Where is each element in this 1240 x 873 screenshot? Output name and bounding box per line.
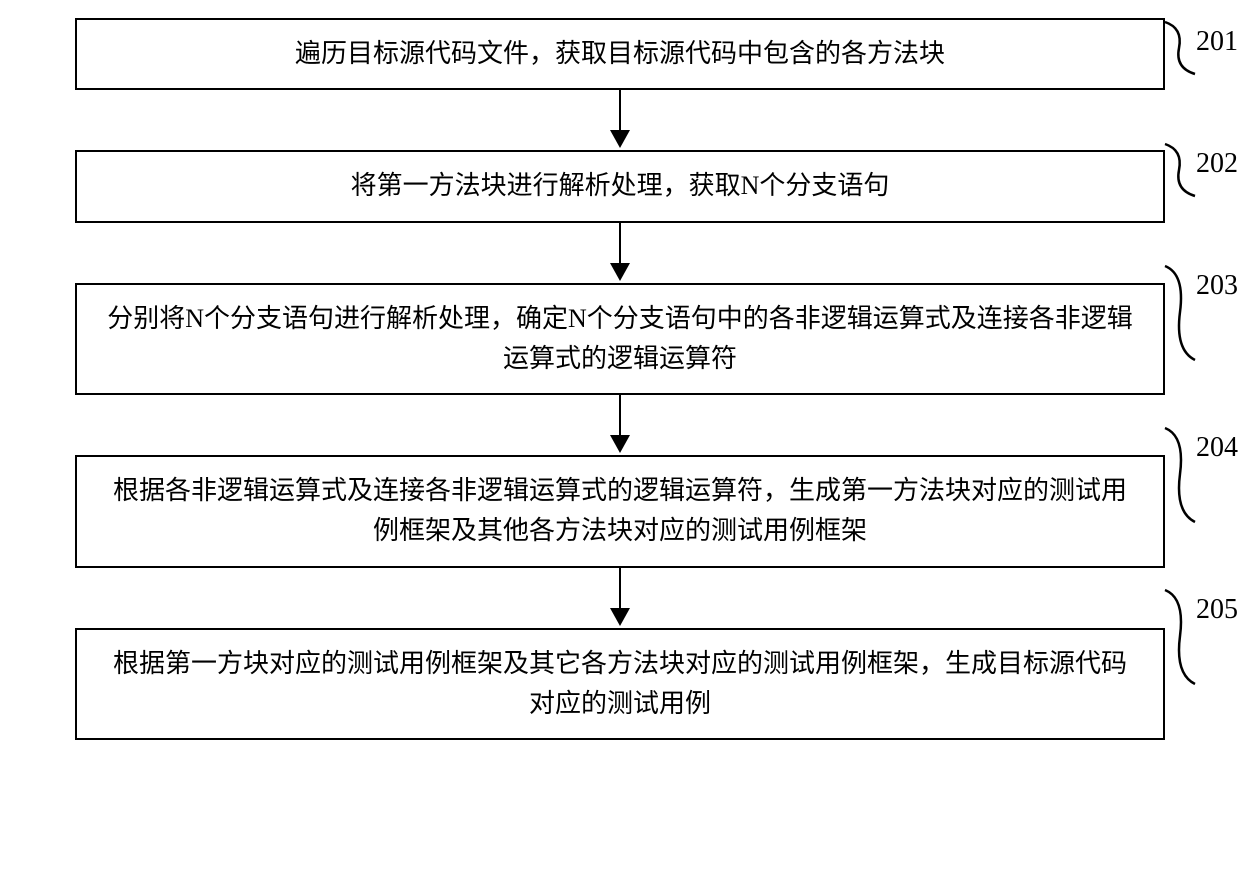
flowchart-step-204: 根据各非逻辑运算式及连接各非逻辑运算式的逻辑运算符，生成第一方法块对应的测试用例… xyxy=(75,455,1165,568)
flowchart-step-201: 遍历目标源代码文件，获取目标源代码中包含的各方法块 xyxy=(75,18,1165,90)
flowchart-arrow xyxy=(75,223,1165,283)
arrow-head-icon xyxy=(610,130,630,148)
connector-curve-icon xyxy=(1163,20,1197,78)
step-text: 分别将N个分支语句进行解析处理，确定N个分支语句中的各非逻辑运算式及连接各非逻辑… xyxy=(107,299,1133,380)
flowchart-step-205: 根据第一方块对应的测试用例框架及其它各方法块对应的测试用例框架，生成目标源代码对… xyxy=(75,628,1165,741)
arrow-head-icon xyxy=(610,435,630,453)
flowchart-step-202: 将第一方法块进行解析处理，获取N个分支语句 xyxy=(75,150,1165,222)
arrow-head-icon xyxy=(610,263,630,281)
step-text: 根据各非逻辑运算式及连接各非逻辑运算式的逻辑运算符，生成第一方法块对应的测试用例… xyxy=(107,471,1133,552)
step-label-205: 205 xyxy=(1196,594,1238,626)
step-label-201: 201 xyxy=(1196,26,1238,58)
arrow-line xyxy=(619,568,622,610)
arrow-line xyxy=(619,223,622,265)
connector-curve-icon xyxy=(1163,426,1197,526)
step-text: 将第一方法块进行解析处理，获取N个分支语句 xyxy=(351,166,890,206)
arrow-head-icon xyxy=(610,608,630,626)
step-text: 遍历目标源代码文件，获取目标源代码中包含的各方法块 xyxy=(295,34,945,74)
flowchart-arrow xyxy=(75,568,1165,628)
step-label-202: 202 xyxy=(1196,148,1238,180)
flowchart-arrow xyxy=(75,90,1165,150)
connector-curve-icon xyxy=(1163,264,1197,364)
step-text: 根据第一方块对应的测试用例框架及其它各方法块对应的测试用例框架，生成目标源代码对… xyxy=(107,644,1133,725)
arrow-line xyxy=(619,395,622,437)
connector-curve-icon xyxy=(1163,142,1197,200)
step-label-204: 204 xyxy=(1196,432,1238,464)
flowchart-step-203: 分别将N个分支语句进行解析处理，确定N个分支语句中的各非逻辑运算式及连接各非逻辑… xyxy=(75,283,1165,396)
step-label-203: 203 xyxy=(1196,270,1238,302)
flowchart-container: 遍历目标源代码文件，获取目标源代码中包含的各方法块 将第一方法块进行解析处理，获… xyxy=(75,18,1165,740)
flowchart-arrow xyxy=(75,395,1165,455)
arrow-line xyxy=(619,90,622,132)
connector-curve-icon xyxy=(1163,588,1197,688)
